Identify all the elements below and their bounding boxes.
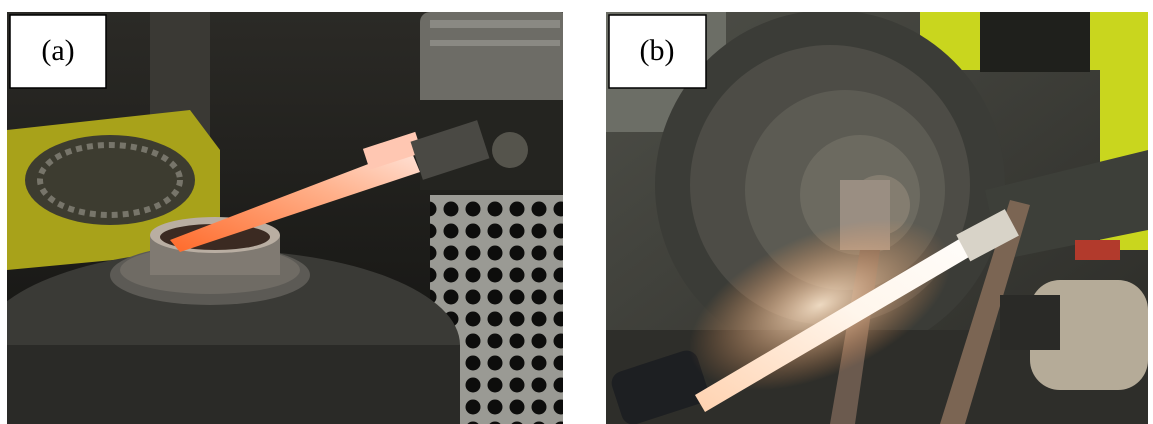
panel-label: (a) — [41, 34, 74, 67]
panel-label: (b) — [640, 34, 675, 67]
figure: (a) (b) — [0, 0, 1153, 424]
page: (a) (b) (() => { const data = JSON.parse… — [0, 0, 1153, 424]
